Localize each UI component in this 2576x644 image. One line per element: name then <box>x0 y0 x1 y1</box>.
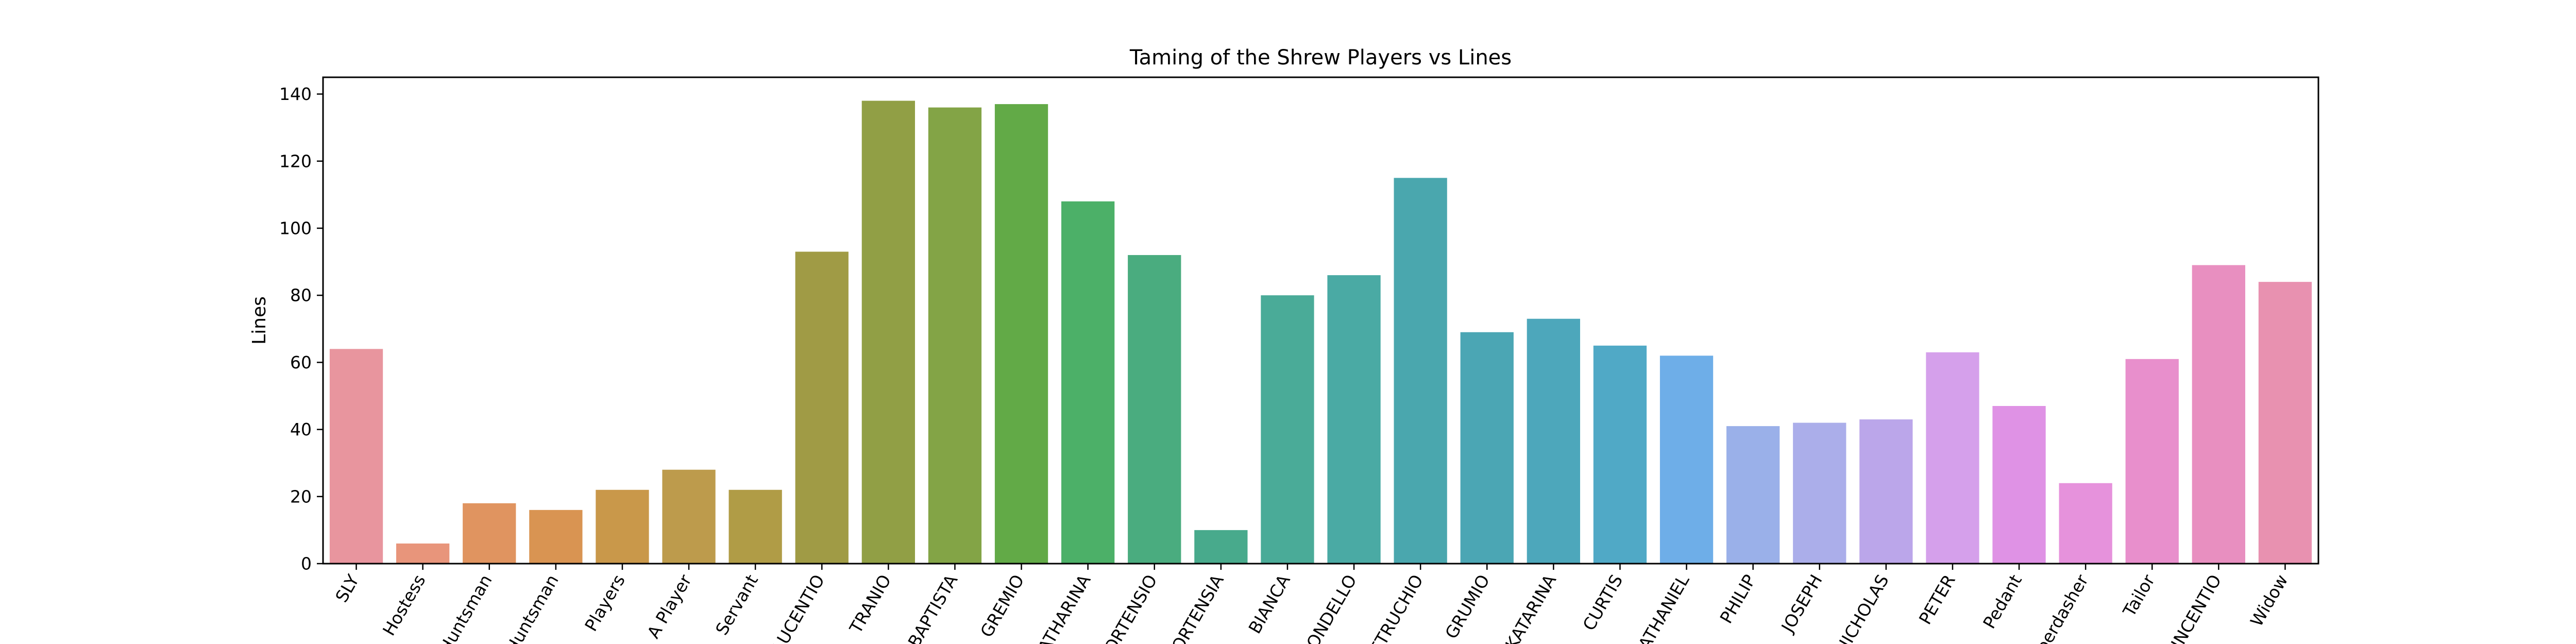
bar-0 <box>329 349 383 564</box>
bar-16 <box>1394 178 1447 564</box>
y-tick-label-3: 60 <box>290 352 312 372</box>
bar-27 <box>2125 359 2179 564</box>
bar-21 <box>1726 426 1780 564</box>
bar-13 <box>1194 530 1248 564</box>
x-tick-label-16: PETRUCHIO <box>1361 571 1428 644</box>
x-tick-label-6: Servant <box>711 571 762 638</box>
bar-20 <box>1659 355 1714 564</box>
x-tick-label-29: Widow <box>2246 571 2292 630</box>
x-tick-label-1: Hostess <box>379 571 430 639</box>
x-tick-label-14: BIANCA <box>1244 571 1294 637</box>
bar-6 <box>728 489 782 564</box>
bar-24 <box>1926 352 1979 564</box>
x-tick-label-0: SLY <box>331 571 363 606</box>
chart-title: Taming of the Shrew Players vs Lines <box>1129 46 1512 70</box>
y-ticks-group: 0 20 40 60 80 100 120 140 <box>279 84 323 574</box>
bars-group <box>329 100 2312 564</box>
bar-19 <box>1593 345 1647 564</box>
bar-14 <box>1261 295 1314 564</box>
bar-12 <box>1128 255 1181 564</box>
x-tick-label-2: Huntsman <box>435 571 496 644</box>
x-tick-label-10: GREMIO <box>976 571 1028 641</box>
x-tick-label-22: JOSEPH <box>1777 571 1826 637</box>
y-tick-label-7: 140 <box>279 84 312 104</box>
y-tick-label-6: 120 <box>279 151 312 171</box>
x-tick-label-20: NATHANIEL <box>1628 571 1693 644</box>
plot-frame <box>322 76 2319 565</box>
bar-2 <box>463 503 516 564</box>
bar-10 <box>994 104 1048 564</box>
x-tick-label-3: Huntsman <box>501 571 563 644</box>
x-tick-label-5: A Player <box>643 571 696 641</box>
bar-8 <box>861 100 915 564</box>
x-tick-label-26: Haberdasher <box>2020 571 2092 644</box>
bar-23 <box>1859 419 1913 564</box>
x-tick-label-9: BAPTISTA <box>904 571 962 644</box>
x-tick-label-28: VINCENTIO <box>2161 571 2225 644</box>
x-tick-label-8: TRANIO <box>845 571 895 637</box>
bar-15 <box>1327 275 1381 564</box>
x-tick-label-4: Players <box>581 571 629 635</box>
x-tick-label-21: PHILIP <box>1716 571 1760 627</box>
bar-11 <box>1061 201 1115 564</box>
bar-28 <box>2192 265 2245 564</box>
x-tick-label-23: NICHOLAS <box>1832 571 1893 644</box>
bar-1 <box>396 543 450 564</box>
x-tick-label-12: HORTENSIO <box>1094 571 1161 644</box>
bar-18 <box>1527 318 1580 564</box>
bar-26 <box>2059 483 2112 564</box>
x-tick-label-25: Pedant <box>1979 571 2026 632</box>
y-tick-label-0: 0 <box>301 554 312 574</box>
x-tick-label-7: LUCENTIO <box>769 571 828 644</box>
bar-7 <box>795 251 849 564</box>
x-tick-label-19: CURTIS <box>1579 571 1626 634</box>
x-tick-label-15: BIONDELLO <box>1294 571 1361 644</box>
bar-3 <box>529 510 583 564</box>
x-tick-label-11: KATHARINA <box>1029 571 1095 644</box>
x-tick-label-27: Tailor <box>2119 571 2159 620</box>
y-axis-label: Lines <box>249 296 270 345</box>
x-ticks-group: SLY Hostess Huntsman Huntsman Players A Playe… <box>331 564 2292 644</box>
bar-22 <box>1793 422 1846 564</box>
bar-17 <box>1460 332 1514 564</box>
y-tick-label-1: 20 <box>290 486 312 506</box>
x-tick-label-17: GRUMIO <box>1441 571 1494 642</box>
bar-4 <box>596 489 649 564</box>
x-tick-label-13: HORTENSIA <box>1161 571 1228 644</box>
x-tick-label-18: KATARINA <box>1501 571 1561 644</box>
y-tick-label-2: 40 <box>290 419 312 439</box>
bar-9 <box>928 107 982 564</box>
bar-29 <box>2258 282 2312 564</box>
bar-5 <box>662 469 716 564</box>
y-tick-label-4: 80 <box>290 285 312 306</box>
bar-25 <box>1992 406 2046 564</box>
x-tick-label-24: PETER <box>1915 571 1959 628</box>
y-tick-label-5: 100 <box>279 218 312 238</box>
